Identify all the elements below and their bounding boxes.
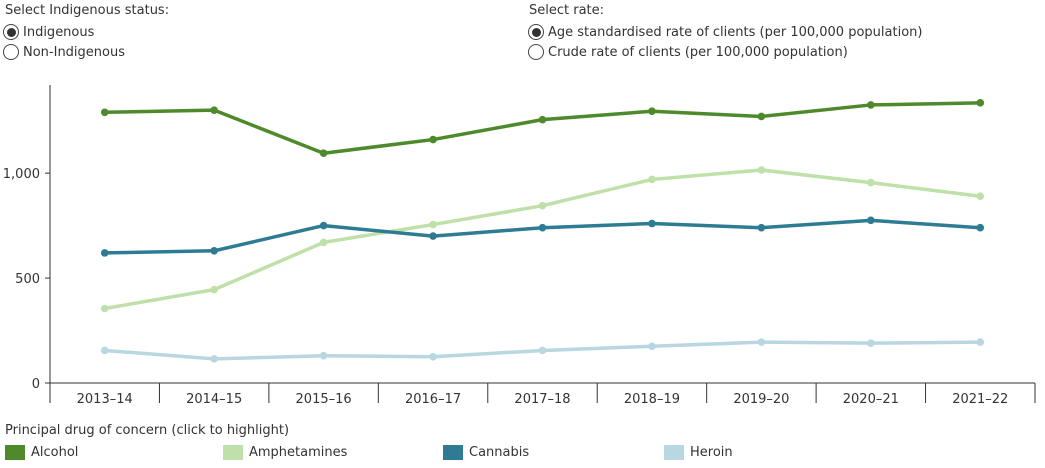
data-point-amphetamines	[100, 304, 109, 313]
data-point-cannabis	[100, 249, 109, 257]
radio-selected-icon	[528, 24, 544, 40]
x-tick-label: 2020–21	[843, 392, 899, 407]
data-point-amphetamines	[648, 175, 656, 184]
rate-title: Select rate:	[529, 3, 605, 18]
legend-swatch-alcohol	[5, 445, 25, 460]
data-point-alcohol	[648, 107, 656, 116]
data-point-heroin	[210, 355, 218, 363]
legend-item-cannabis[interactable]: Cannabis	[443, 445, 529, 460]
legend-swatch-amphetamines	[223, 445, 243, 460]
legend-label-cannabis: Cannabis	[469, 445, 530, 460]
data-point-cannabis	[757, 223, 766, 232]
data-point-heroin	[538, 346, 547, 355]
data-point-alcohol	[867, 101, 875, 109]
data-point-cannabis	[648, 219, 656, 228]
x-tick-label: 2016–17	[405, 392, 461, 407]
data-point-cannabis	[867, 216, 875, 225]
data-point-alcohol	[210, 106, 218, 114]
radio-unselected-icon	[528, 44, 544, 60]
x-tick-label: 2013–14	[77, 392, 133, 407]
x-tick-label: 2021–22	[952, 392, 1008, 407]
radio-age-standardised[interactable]: Age standardised rate of clients (per 10…	[528, 22, 922, 42]
radio-unselected-icon	[3, 44, 19, 60]
y-tick-label: 0	[32, 377, 40, 392]
radio-crude-rate-label: Crude rate of clients (per 100,000 popul…	[548, 44, 848, 60]
data-point-cannabis	[976, 223, 985, 232]
data-point-alcohol	[538, 115, 547, 124]
radio-age-standardised-label: Age standardised rate of clients (per 10…	[548, 24, 923, 40]
data-point-heroin	[648, 342, 656, 351]
radio-indigenous[interactable]: Indigenous	[3, 22, 94, 42]
data-point-cannabis	[538, 223, 547, 232]
x-tick-label: 2019–20	[733, 392, 789, 407]
legend-swatch-cannabis	[443, 445, 463, 460]
series-line-alcohol	[102, 101, 983, 155]
data-point-heroin	[319, 351, 328, 360]
legend-swatch-heroin	[664, 445, 684, 460]
series-line-amphetamines	[102, 168, 983, 311]
data-point-alcohol	[429, 135, 437, 144]
x-tick-label: 2018–19	[624, 392, 680, 407]
data-point-heroin	[429, 352, 437, 361]
data-point-amphetamines	[757, 166, 766, 174]
radio-indigenous-label: Indigenous	[23, 24, 95, 40]
data-point-cannabis	[210, 246, 218, 255]
data-point-amphetamines	[976, 192, 985, 201]
legend-item-alcohol[interactable]: Alcohol	[5, 445, 78, 460]
data-point-cannabis	[319, 221, 328, 230]
data-point-amphetamines	[210, 285, 218, 294]
data-point-amphetamines	[429, 220, 437, 229]
x-tick-label: 2014–15	[186, 392, 242, 407]
data-point-heroin	[867, 339, 875, 347]
data-point-heroin	[976, 338, 985, 346]
legend-item-amphetamines[interactable]: Amphetamines	[223, 445, 347, 460]
data-point-heroin	[757, 338, 766, 346]
radio-non-indigenous-label: Non-Indigenous	[23, 44, 126, 60]
indigenous-status-title: Select Indigenous status:	[5, 3, 170, 18]
data-point-amphetamines	[867, 178, 875, 187]
data-point-alcohol	[976, 99, 985, 107]
legend-item-heroin[interactable]: Heroin	[664, 445, 733, 460]
y-tick-label: 1,000	[3, 167, 40, 182]
data-point-heroin	[100, 346, 109, 355]
x-tick-label: 2015–16	[296, 392, 352, 407]
data-point-amphetamines	[538, 201, 547, 210]
data-point-alcohol	[100, 108, 109, 117]
data-point-cannabis	[429, 232, 437, 240]
legend-title: Principal drug of concern (click to high…	[5, 423, 290, 438]
legend-label-amphetamines: Amphetamines	[249, 445, 348, 460]
legend-label-alcohol: Alcohol	[31, 445, 79, 460]
x-tick-label: 2017–18	[514, 392, 570, 407]
radio-crude-rate[interactable]: Crude rate of clients (per 100,000 popul…	[528, 42, 848, 62]
data-point-alcohol	[757, 112, 766, 121]
data-point-alcohol	[319, 149, 328, 158]
legend-label-heroin: Heroin	[690, 445, 733, 460]
radio-selected-icon	[3, 24, 19, 40]
line-chart: 0 500 1,000 2013–14 2014–15 2015–16 2016–17 201…	[3, 85, 1036, 407]
radio-non-indigenous[interactable]: Non-Indigenous	[3, 42, 125, 62]
y-tick-label: 500	[15, 272, 40, 287]
data-point-amphetamines	[319, 238, 328, 247]
